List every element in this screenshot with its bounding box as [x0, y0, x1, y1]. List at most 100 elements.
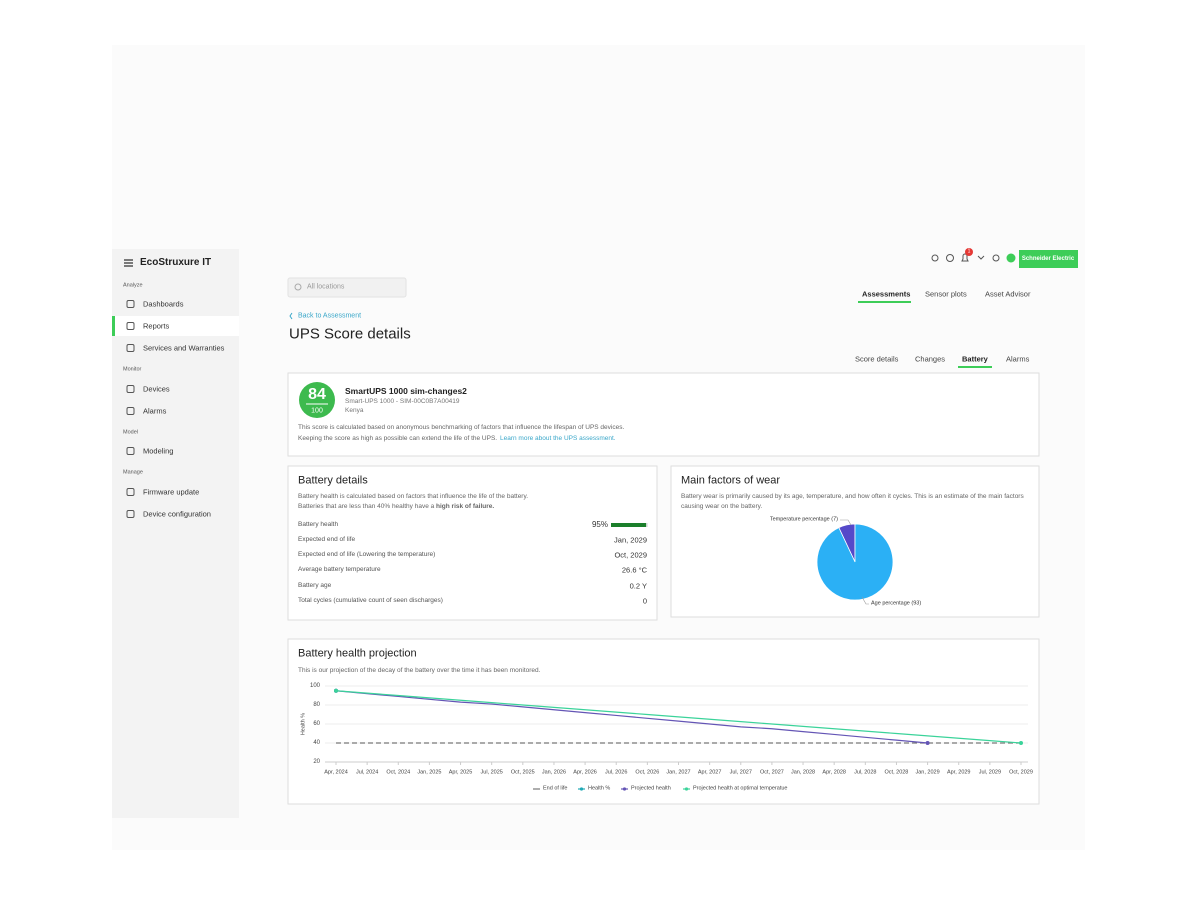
nav-item[interactable]: Dashboards — [143, 299, 184, 309]
emphasis: high risk of failure. — [436, 502, 495, 510]
x-tick-label: Jul, 2026 — [605, 769, 628, 776]
sidebar — [112, 249, 239, 818]
row-value: 0.2 Y — [629, 581, 647, 591]
sub-tab[interactable]: Changes — [915, 354, 946, 364]
nav-item[interactable]: Modeling — [143, 446, 174, 456]
active-indicator — [112, 316, 115, 336]
nav-item[interactable]: Alarms — [143, 406, 167, 416]
pie-label: Temperature percentage (7) — [769, 516, 838, 523]
score-badge — [299, 382, 335, 418]
card-title: Battery health projection — [298, 647, 417, 660]
top-tab[interactable]: Sensor plots — [925, 289, 967, 299]
nav-item[interactable]: Firmware update — [143, 487, 200, 497]
toolbar-icons — [931, 253, 1000, 262]
sub-tab[interactable]: Score details — [855, 354, 899, 364]
section-title: Model — [123, 429, 138, 436]
nav-icon — [126, 510, 135, 518]
legend-marker — [579, 787, 584, 791]
icon-settings[interactable] — [992, 254, 1000, 262]
icon-help[interactable] — [946, 254, 954, 262]
description: causing wear on the battery. — [681, 502, 763, 510]
description: This score is calculated based on anonym… — [298, 423, 625, 431]
device-location: Kenya — [345, 406, 364, 414]
row-value: 0 — [642, 596, 647, 606]
x-tick-label: Apr, 2027 — [697, 769, 722, 776]
nav-item[interactable]: Device configuration — [143, 509, 211, 519]
user-avatar[interactable] — [1006, 253, 1016, 263]
active-item-bg — [112, 316, 239, 336]
legend-label[interactable]: Projected health — [631, 785, 671, 792]
icon-bell[interactable] — [961, 253, 969, 262]
description: Battery wear is primarily caused by its … — [681, 492, 1024, 500]
nav-item[interactable]: Reports — [143, 321, 170, 331]
icon-search[interactable] — [931, 254, 939, 262]
card-title: Main factors of wear — [681, 474, 781, 487]
y-tick-label: 20 — [313, 759, 320, 765]
sub-tab[interactable]: Alarms — [1006, 354, 1030, 364]
x-tick-label: Jan, 2027 — [666, 769, 691, 776]
page-title: UPS Score details — [289, 325, 411, 343]
x-tick-label: Apr, 2026 — [573, 769, 597, 776]
score-card — [287, 372, 1040, 457]
legend-label[interactable]: Projected health at optimal temperatue — [693, 785, 788, 792]
notification-count: 1 — [967, 248, 971, 255]
legend-label[interactable]: Health % — [588, 785, 611, 792]
text-part: Batteries that are less than 40% healthy… — [298, 502, 437, 510]
y-axis-label: Health % — [300, 712, 307, 736]
nav-item[interactable]: Services and Warranties — [143, 343, 225, 353]
y-tick-label: 60 — [313, 721, 320, 727]
x-tick-label: Apr, 2025 — [448, 769, 473, 776]
location-filter[interactable]: All locations — [307, 283, 345, 291]
learn-more-link[interactable]: Learn more about the UPS assessment. — [500, 434, 616, 442]
brand-box — [1019, 250, 1078, 268]
x-tick-label: Jan, 2025 — [417, 769, 442, 776]
menu-icon[interactable] — [124, 259, 133, 267]
icon-feedback[interactable] — [977, 255, 985, 260]
nav-icon — [126, 407, 135, 415]
score-max: 100 — [311, 407, 323, 415]
series-marker — [925, 741, 930, 745]
row-label: Battery age — [298, 581, 332, 589]
legend-label[interactable]: End of life — [543, 785, 568, 792]
back-link[interactable]: Back to Assessment — [298, 312, 362, 320]
card-title: Battery details — [298, 474, 368, 487]
x-tick-label: Apr, 2024 — [324, 769, 348, 776]
projection-card — [287, 638, 1040, 805]
y-tick-label: 100 — [309, 683, 320, 689]
label-leader — [861, 596, 869, 605]
row-value: 26.6 °C — [621, 565, 647, 575]
x-tick-label: Jan, 2029 — [915, 769, 940, 776]
nav-item[interactable]: Devices — [143, 384, 170, 394]
x-tick-label: Jul, 2025 — [480, 769, 503, 776]
section-title: Analyze — [123, 282, 143, 289]
nav-icon — [126, 300, 135, 308]
row-value: 95% — [591, 520, 608, 529]
row-value: Jan, 2029 — [614, 535, 647, 545]
section-title: Monitor — [123, 366, 142, 373]
legend-marker — [622, 787, 627, 791]
x-tick-label: Oct, 2027 — [759, 769, 784, 776]
x-tick-label: Oct, 2028 — [884, 769, 909, 776]
label-leader — [840, 519, 852, 526]
sub-tab[interactable]: Battery — [962, 354, 988, 364]
top-tab[interactable]: Asset Advisor — [985, 289, 1031, 299]
series-line — [335, 690, 928, 744]
row-label: Average battery temperature — [298, 565, 381, 573]
x-tick-label: Oct, 2029 — [1009, 769, 1033, 776]
x-tick-label: Jul, 2028 — [854, 769, 877, 776]
device-model: Smart-UPS 1000 - SIM-00C0B7A00419 — [345, 397, 460, 405]
battery-card — [287, 465, 658, 621]
pie-slice — [816, 523, 894, 601]
series-marker — [334, 688, 338, 693]
location-search[interactable] — [287, 277, 407, 298]
description: Batteries that are less than 40% healthy… — [298, 502, 495, 511]
score: 84 — [308, 386, 326, 403]
series-marker — [1019, 741, 1023, 745]
top-tab[interactable]: Assessments — [862, 289, 911, 299]
brand: Schneider Electric — [1021, 256, 1075, 262]
back-chevron — [289, 312, 293, 320]
row-label: Battery health — [298, 520, 339, 528]
logo: EcoStruxure IT — [140, 257, 212, 268]
row-value: Oct, 2029 — [614, 550, 647, 560]
